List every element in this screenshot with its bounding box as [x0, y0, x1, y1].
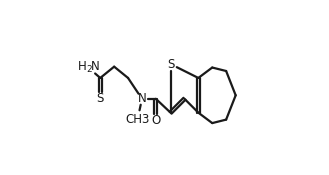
Text: N: N — [138, 92, 146, 105]
Text: O: O — [151, 114, 161, 127]
Text: 2: 2 — [87, 65, 92, 74]
Text: H: H — [78, 60, 87, 73]
Text: S: S — [97, 92, 104, 105]
Text: N: N — [91, 60, 100, 73]
Text: CH3: CH3 — [125, 113, 150, 126]
Text: S: S — [167, 58, 174, 71]
